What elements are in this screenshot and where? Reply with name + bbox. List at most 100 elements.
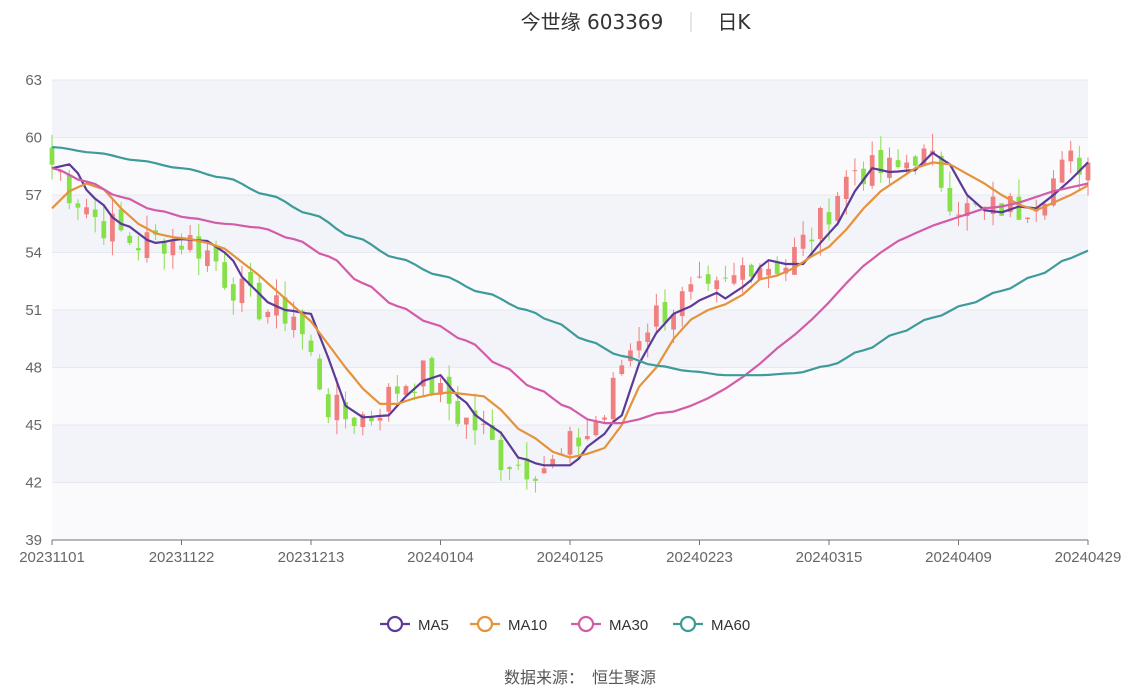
candle-down	[723, 265, 728, 282]
candle-up	[956, 202, 961, 227]
candle-down	[912, 154, 918, 175]
candle-down	[489, 409, 495, 441]
candle-down	[66, 169, 72, 210]
moving-average-lines	[51, 146, 1089, 467]
candle-down	[895, 149, 901, 169]
candle-down	[135, 235, 141, 261]
candle-up	[869, 141, 875, 189]
candle-down	[127, 232, 133, 246]
candle-down	[429, 356, 435, 397]
y-tick-label: 39	[25, 532, 42, 549]
candle-down	[947, 171, 953, 216]
candle-up	[697, 261, 702, 279]
x-tick-label: 20240223	[666, 549, 733, 566]
ma-line-ma30	[51, 167, 1089, 425]
candle-up	[58, 170, 64, 181]
candle-up	[887, 147, 892, 184]
y-tick-label: 51	[25, 302, 42, 319]
candle-up	[464, 417, 469, 439]
y-tick-label: 42	[25, 475, 42, 492]
y-tick-label: 57	[25, 187, 42, 204]
candle-up	[291, 301, 297, 338]
candle-up	[602, 415, 607, 423]
legend-item-ma5[interactable]: MA5	[380, 615, 449, 634]
x-tick-label: 20240409	[925, 549, 992, 566]
candle-down	[317, 354, 323, 391]
candle-up	[1068, 140, 1074, 174]
legend-label: MA60	[711, 617, 750, 634]
ma-line-ma10	[51, 161, 1089, 459]
candle-up	[817, 206, 823, 256]
candle-up	[766, 261, 771, 289]
candle-up	[636, 327, 642, 359]
grid-band	[52, 482, 1088, 540]
candle-down	[533, 476, 538, 493]
candle-up	[438, 377, 443, 403]
candle-down	[1016, 179, 1022, 221]
y-axis-ticks: 39 42 45 48 51 54 57 60 63	[25, 72, 42, 549]
candle-up	[481, 410, 487, 435]
candle-down	[49, 134, 55, 180]
candle-up	[584, 419, 590, 441]
candle-up	[653, 293, 659, 333]
candle-down	[369, 410, 374, 426]
y-tick-label: 63	[25, 72, 42, 89]
candle-down	[809, 227, 815, 255]
candle-down	[999, 203, 1005, 217]
candle-down	[299, 309, 305, 350]
candle-up	[334, 377, 340, 435]
candle-down	[472, 393, 478, 445]
legend: MA5 MA10 MA30 MA60	[380, 615, 750, 634]
candle-up	[731, 262, 737, 286]
candle-down	[222, 252, 228, 290]
candle-up	[205, 239, 210, 272]
candlesticks	[49, 133, 1091, 493]
legend-item-ma10[interactable]: MA10	[470, 615, 547, 634]
legend-label: MA30	[609, 617, 648, 634]
candle-up	[619, 359, 625, 376]
candle-down	[878, 136, 884, 183]
x-tick-label: 20240315	[796, 549, 863, 566]
candle-down	[774, 256, 780, 275]
candle-down	[576, 428, 582, 456]
candle-up	[835, 192, 841, 226]
y-tick-label: 45	[25, 417, 42, 434]
candle-up	[645, 323, 651, 358]
candle-up	[1042, 201, 1048, 220]
candle-down	[515, 458, 521, 471]
candle-down	[394, 375, 400, 403]
y-tick-label: 48	[25, 360, 42, 377]
candle-up	[84, 198, 89, 219]
candle-up	[610, 372, 616, 422]
candle-up	[1059, 151, 1065, 184]
candle-up	[679, 286, 685, 327]
candle-down	[524, 442, 530, 490]
candle-down	[101, 204, 107, 245]
x-tick-label: 20231213	[278, 549, 345, 566]
period-label[interactable]: 日K	[717, 10, 751, 34]
candle-up	[239, 265, 245, 313]
y-tick-label: 60	[25, 130, 42, 147]
candle-down	[75, 199, 81, 221]
ma-line-ma5	[51, 151, 1089, 467]
candle-up	[628, 343, 633, 367]
candle-up	[360, 411, 366, 436]
candle-up	[170, 228, 176, 269]
candle-down	[705, 265, 711, 292]
x-tick-label: 20240104	[407, 549, 474, 566]
svg-text:数据来源：恒生聚源: 数据来源： 恒生聚源	[504, 668, 656, 687]
legend-item-ma30[interactable]: MA30	[571, 615, 648, 634]
source-label: 数据来源：	[504, 668, 584, 687]
legend-item-ma60[interactable]: MA60	[673, 615, 750, 634]
candle-up	[714, 276, 720, 303]
candle-down	[861, 161, 866, 191]
candle-down	[92, 198, 98, 233]
gridlines	[52, 79, 1088, 483]
candle-down	[507, 465, 512, 480]
grid-band	[52, 80, 1088, 138]
candle-down	[1076, 145, 1082, 192]
candle-up	[403, 384, 409, 395]
x-tick-label: 20231101	[19, 549, 85, 566]
candle-down	[230, 277, 236, 315]
